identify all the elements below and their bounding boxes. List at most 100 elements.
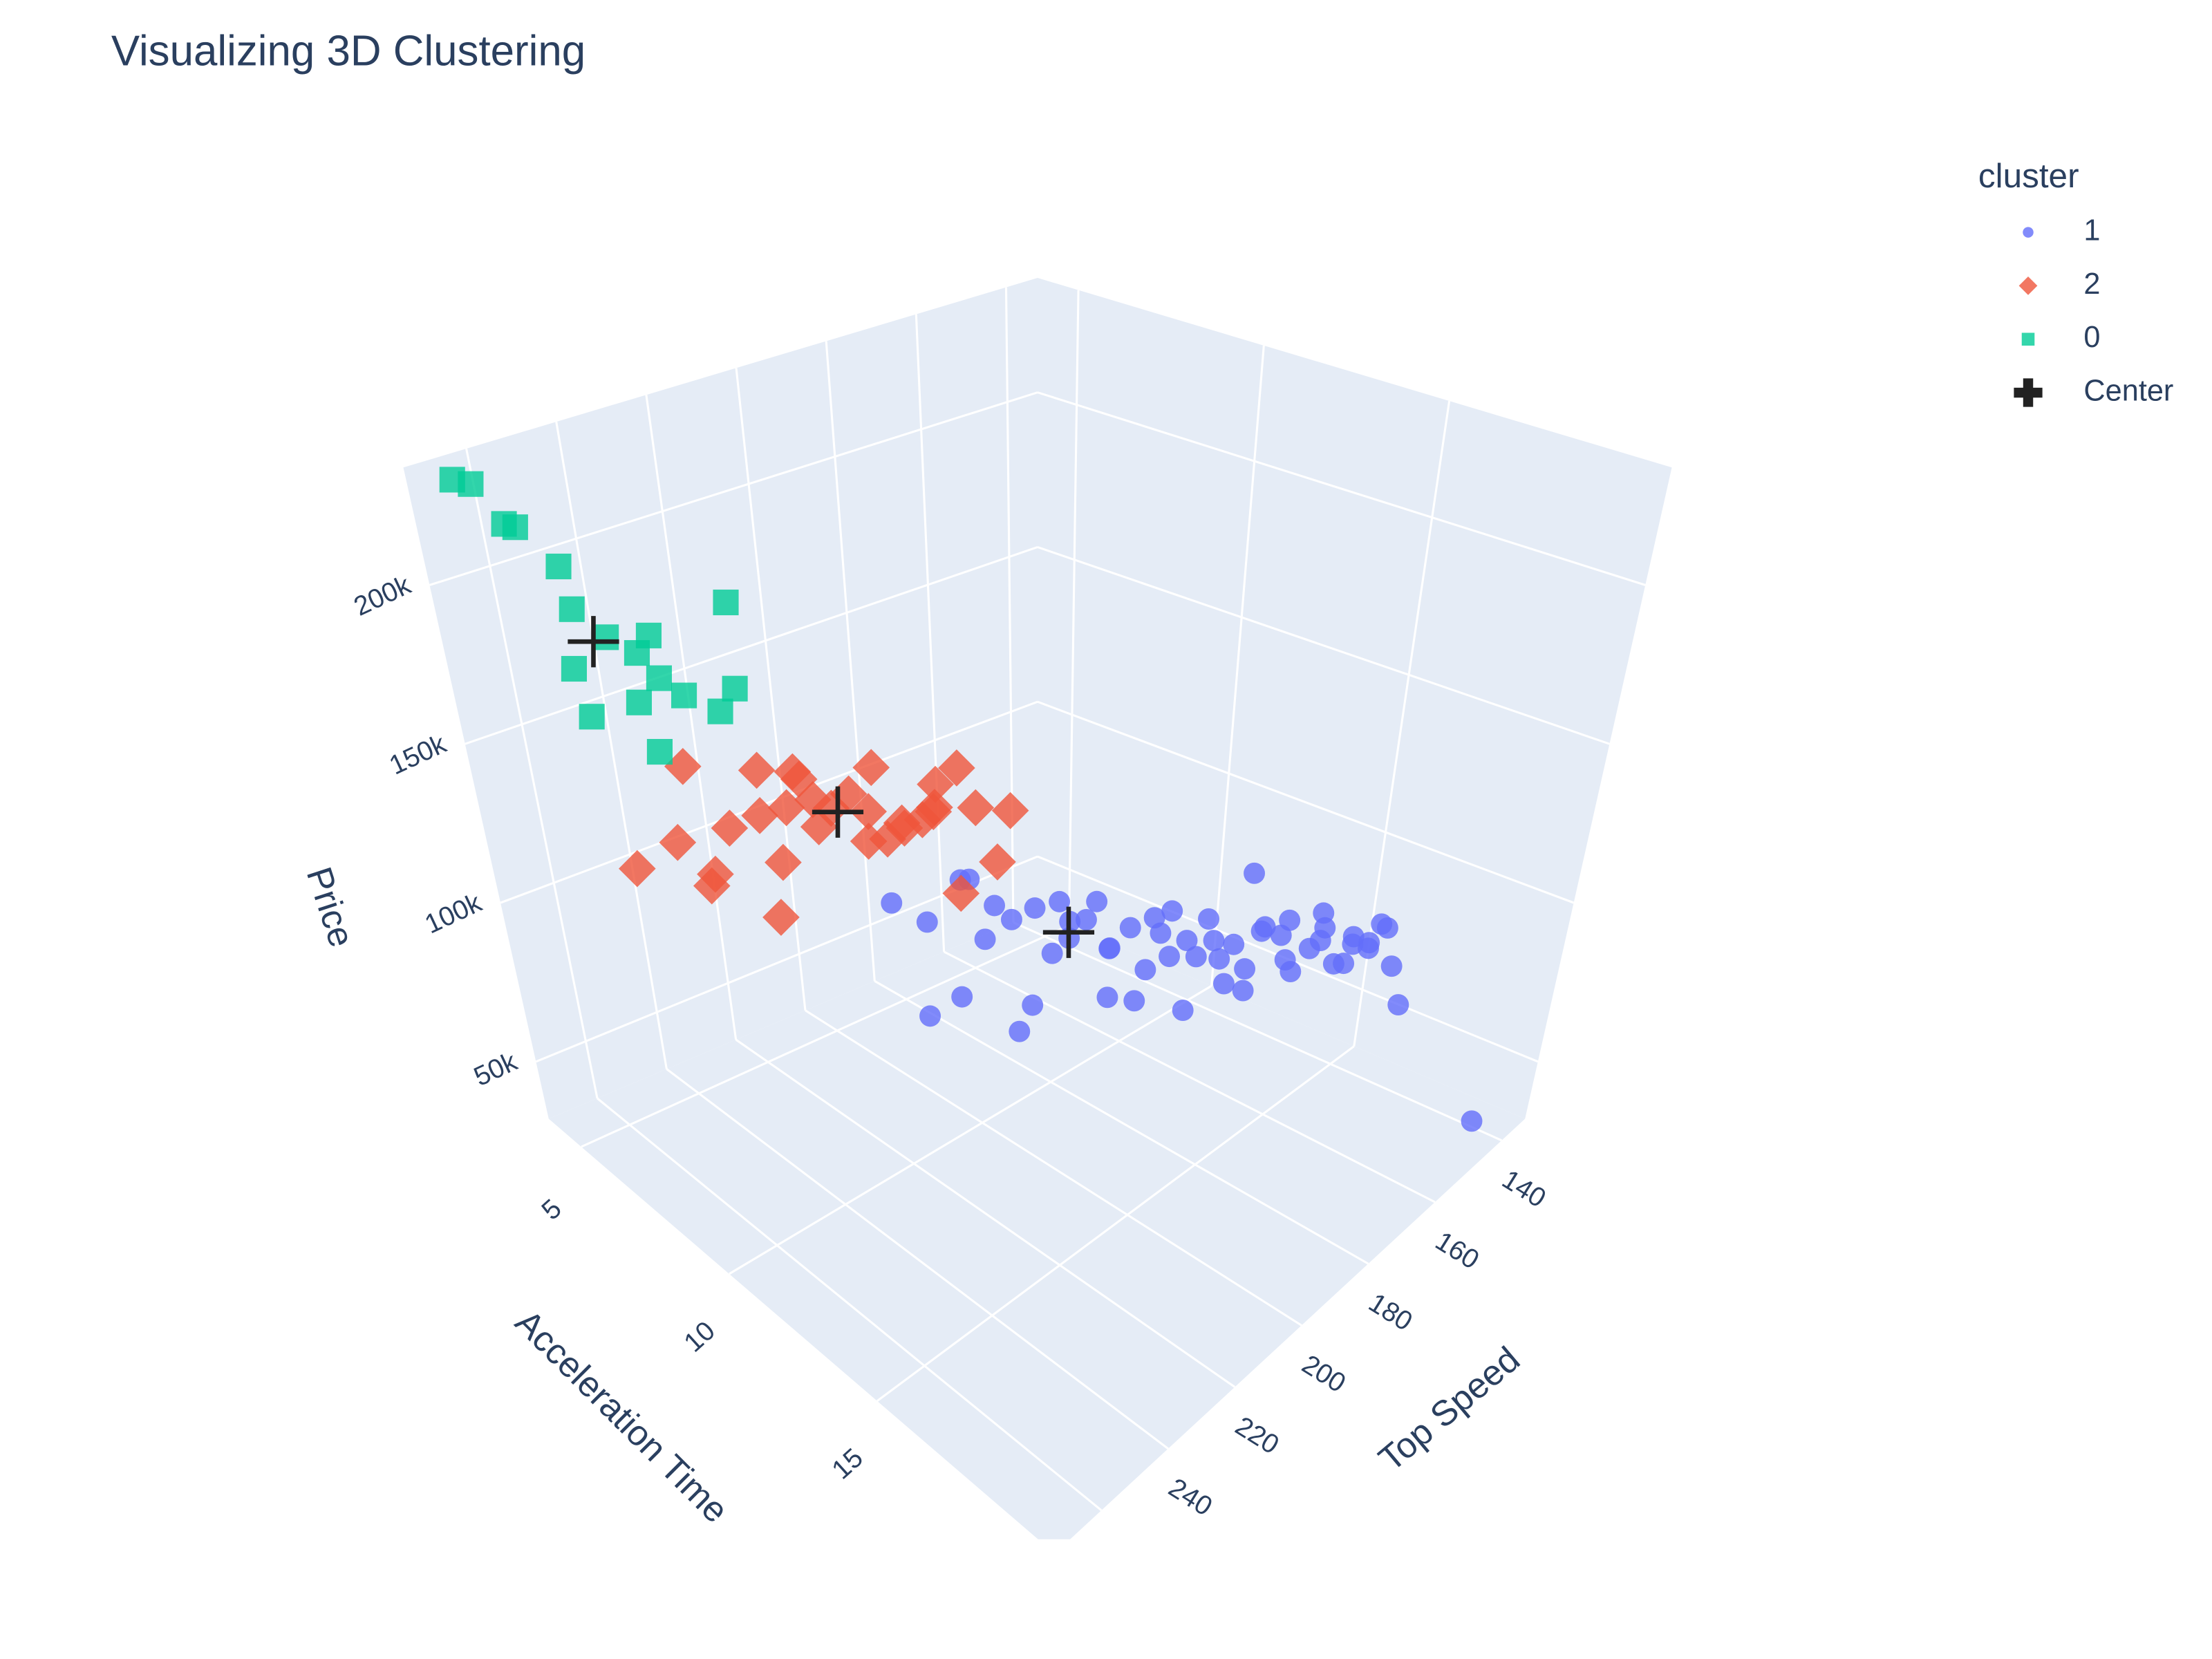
data-point xyxy=(767,789,805,827)
data-point xyxy=(1022,994,1044,1016)
data-point xyxy=(850,793,888,830)
data-point xyxy=(1198,908,1219,930)
legend-label: 0 xyxy=(2083,321,2100,354)
data-point xyxy=(458,471,484,497)
data-point xyxy=(646,739,673,765)
grid-line xyxy=(597,1097,1103,1512)
grid-line xyxy=(874,980,1369,1265)
data-point xyxy=(1250,920,1273,942)
data-point xyxy=(917,765,954,803)
data-point xyxy=(765,843,802,881)
grid-line xyxy=(500,700,1038,904)
data-point xyxy=(1049,890,1071,912)
floor xyxy=(548,912,1526,1539)
scene: 1401601802002202402605101550k100k150k200… xyxy=(299,278,1672,1539)
legend-label: 2 xyxy=(2083,268,2100,301)
data-point xyxy=(1213,973,1235,995)
data-point xyxy=(738,751,776,789)
data-point xyxy=(1333,953,1355,975)
data-point xyxy=(979,843,1016,881)
data-point xyxy=(502,514,528,541)
data-point xyxy=(1086,890,1108,912)
data-point xyxy=(1134,959,1156,981)
grid-line xyxy=(465,545,1038,745)
data-point xyxy=(812,786,864,838)
data-point xyxy=(626,689,652,715)
data-point xyxy=(707,698,733,724)
data-point xyxy=(1203,930,1225,952)
data-point xyxy=(916,911,938,933)
data-point xyxy=(1024,897,1046,919)
data-point xyxy=(942,874,980,912)
grid-line xyxy=(645,395,738,1040)
data-point xyxy=(1119,917,1141,939)
grid-line xyxy=(1037,545,1610,745)
data-point xyxy=(593,624,619,650)
data-point xyxy=(1232,980,1254,1002)
data-point xyxy=(1176,930,1198,952)
grid-line xyxy=(805,1009,1302,1327)
data-point xyxy=(1244,862,1266,884)
grid-line xyxy=(915,314,946,952)
data-point xyxy=(568,616,619,668)
data-point xyxy=(951,986,973,1008)
data-point xyxy=(559,596,585,622)
data-point xyxy=(800,808,838,845)
grid-line xyxy=(877,1045,1355,1403)
data-point xyxy=(579,704,605,730)
data-point xyxy=(1143,907,1165,929)
grid-line xyxy=(943,950,1436,1203)
data-point xyxy=(664,747,702,785)
data-point xyxy=(1309,930,1331,951)
data-point xyxy=(1461,1110,1483,1132)
data-point xyxy=(883,804,921,842)
data-point xyxy=(1387,994,1409,1016)
data-point xyxy=(916,789,953,826)
grid-line xyxy=(735,1038,1236,1388)
legend-marker xyxy=(2021,332,2035,346)
data-point xyxy=(741,797,778,834)
legend-label: Center xyxy=(2083,374,2173,407)
data-point xyxy=(1342,933,1364,955)
data-point xyxy=(1076,908,1097,930)
data-point xyxy=(1313,902,1335,924)
data-point xyxy=(1223,933,1245,955)
data-point xyxy=(850,823,888,860)
data-point xyxy=(1274,949,1296,971)
grid-line xyxy=(825,341,876,982)
data-point xyxy=(1358,932,1380,954)
grid-line xyxy=(1037,700,1575,904)
grid-line xyxy=(1013,921,1503,1142)
data-point xyxy=(1208,948,1230,970)
data-point xyxy=(722,675,748,702)
data-point xyxy=(762,899,800,936)
data-point xyxy=(1098,937,1121,959)
grid-line xyxy=(429,391,1038,586)
data-point xyxy=(713,589,739,616)
grid-line xyxy=(1067,290,1080,926)
data-point xyxy=(1371,913,1393,935)
grid-line xyxy=(555,421,668,1069)
data-point xyxy=(938,749,975,787)
data-point xyxy=(671,682,697,709)
legend: cluster 1 2 0 Center xyxy=(1978,157,2173,408)
grid-line xyxy=(1210,345,1265,986)
legend-title: cluster xyxy=(1978,157,2079,195)
data-point xyxy=(852,749,890,787)
legend-marker xyxy=(2014,378,2043,407)
data-point xyxy=(1096,986,1118,1009)
data-point xyxy=(991,791,1029,830)
grid-line xyxy=(666,1068,1169,1450)
data-point xyxy=(881,892,903,914)
data-point xyxy=(1159,946,1181,968)
grid-line xyxy=(735,368,807,1011)
data-point xyxy=(561,655,587,682)
data-point xyxy=(1172,1000,1194,1022)
grid-line xyxy=(729,984,1212,1275)
grid-line xyxy=(465,448,599,1099)
data-point xyxy=(545,553,572,580)
legend-marker xyxy=(2018,276,2038,295)
data-point xyxy=(1042,906,1095,958)
data-point xyxy=(1123,990,1145,1012)
